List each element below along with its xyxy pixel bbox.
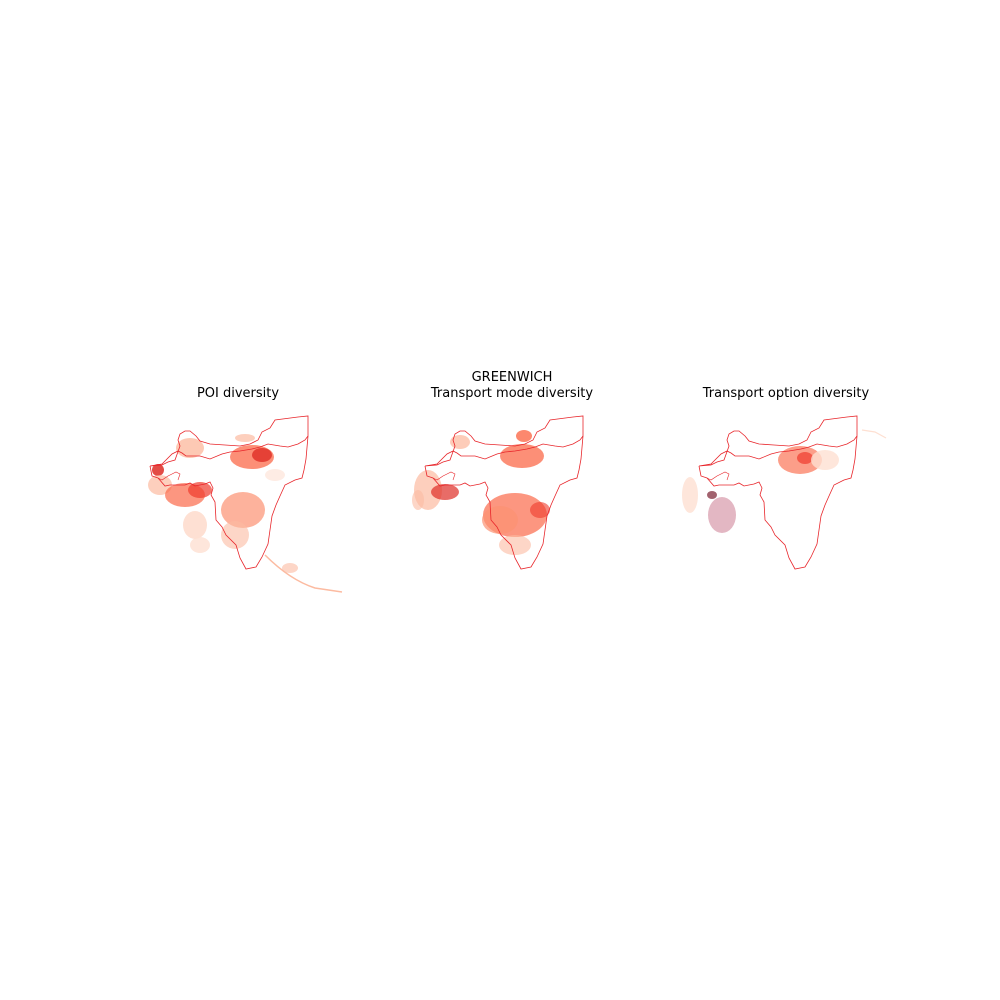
panel-title-poi-diversity: POI diversity [196,386,280,401]
panel-title-transport-mode-diversity: Transport mode diversity [430,386,594,401]
map-panel-poi-diversity [148,415,343,593]
boundary-outline [698,415,858,570]
map-panel-transport-option-diversity [682,415,887,570]
map-panel-transport-mode-diversity [412,415,584,570]
boundary-outline [149,415,309,570]
figure-suptitle: GREENWICH [471,370,553,385]
boundary-outline [424,415,584,570]
network-clusters [148,434,343,593]
network-clusters [682,429,887,533]
panel-title-transport-option-diversity: Transport option diversity [702,386,870,401]
